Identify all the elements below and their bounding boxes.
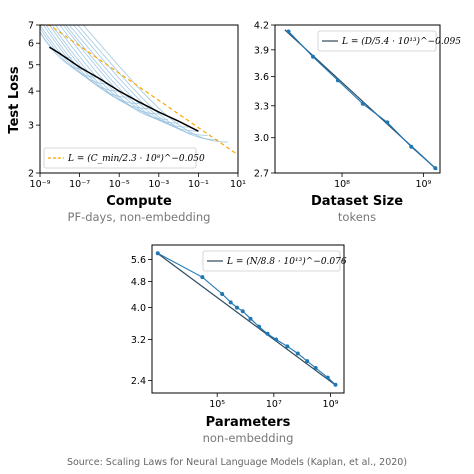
training-curve	[43, 24, 120, 92]
x-tick-label: 10⁻⁷	[69, 179, 90, 190]
y-tick-label: 3	[28, 121, 34, 132]
data-point	[305, 359, 310, 364]
data-point	[220, 291, 225, 296]
y-tick-label: 4	[28, 87, 34, 98]
compute-legend: L = (C_min/2.3 · 10⁸)^−0.050	[43, 147, 205, 169]
x-tick-label: 10⁵	[209, 399, 225, 410]
ylabel-test-loss: Test Loss	[7, 66, 22, 133]
source-caption: Source: Scaling Laws for Neural Language…	[67, 457, 407, 468]
xlabel-parameters: Parameters	[206, 415, 291, 430]
compute-axes-frame	[39, 24, 239, 174]
data-point	[285, 344, 290, 349]
frontier-path	[49, 46, 199, 132]
x-tick-label: 10⁻³	[148, 179, 169, 190]
data-point	[360, 101, 365, 106]
dataset-legend-label: L = (D/5.4 · 10¹³)^−0.095	[341, 36, 461, 47]
data-point	[295, 351, 300, 356]
y-tick-label: 7	[28, 21, 34, 32]
y-tick-label: 3.0	[254, 133, 269, 144]
parameters-axes-frame	[151, 244, 345, 394]
y-tick-label: 6	[28, 39, 34, 50]
data-point	[234, 305, 239, 310]
training-curve	[51, 24, 149, 110]
training-curve	[77, 24, 219, 141]
dataset-xticks: 10⁸ 10⁹	[334, 173, 432, 190]
x-tick-label: 10⁸	[334, 179, 350, 190]
data-path	[157, 252, 336, 386]
compute-panel: Test Loss 10⁻⁹ 10⁻⁷ 10⁻⁵ 10⁻³ 10⁻¹ 10¹ 2 3 4 5 6 7…	[7, 21, 246, 225]
data-point	[257, 324, 262, 329]
xlabel-compute: Compute	[106, 194, 172, 209]
dataset-panel: 10⁸ 10⁹ 2.7 3.0 3.3 3.6 3.9 4.2 L = (D/5.4 · 1…	[254, 21, 461, 225]
data-point	[200, 275, 205, 280]
compute-legend-box	[43, 147, 197, 169]
y-tick-label: 4.2	[254, 21, 269, 32]
compute-xticks: 10⁻⁹ 10⁻⁷ 10⁻⁵ 10⁻³ 10⁻¹ 10¹	[30, 173, 246, 190]
data-point	[155, 251, 160, 256]
y-tick-label: 5.6	[131, 255, 146, 266]
x-tick-label: 10⁻⁹	[30, 179, 51, 190]
training-curve	[39, 24, 98, 78]
data-point	[248, 316, 253, 321]
data-point	[228, 300, 233, 305]
parameters-legend-box	[202, 250, 341, 272]
y-tick-label: 4.0	[131, 303, 146, 314]
parameters-subtitle: non-embedding	[203, 431, 294, 445]
y-tick-label: 2.7	[254, 169, 269, 180]
data-point	[265, 331, 270, 336]
fit-dashed-line	[40, 24, 239, 156]
x-tick-label: 10⁹	[323, 399, 339, 410]
y-tick-label: 2.4	[131, 376, 146, 387]
dataset-yticks: 2.7 3.0 3.3 3.6 3.9 4.2	[254, 21, 275, 180]
data-point	[433, 166, 438, 171]
data-point	[333, 382, 338, 387]
x-tick-label: 10⁻¹	[188, 179, 209, 190]
x-tick-label: 10⁻⁵	[109, 179, 130, 190]
training-curve	[82, 24, 228, 143]
x-tick-label: 10⁷	[266, 399, 282, 410]
data-point	[311, 54, 316, 59]
training-curves	[39, 24, 228, 143]
y-tick-label: 3.2	[131, 335, 146, 346]
data-point	[274, 337, 279, 342]
data-point	[325, 375, 330, 380]
y-tick-label: 2	[28, 169, 34, 180]
parameters-legend-label: L = (N/8.8 · 10¹³)^−0.076	[226, 256, 347, 267]
parameters-data-line	[155, 251, 338, 387]
dataset-legend: L = (D/5.4 · 10¹³)^−0.095	[317, 30, 461, 52]
y-tick-label: 3.3	[254, 101, 269, 112]
x-tick-label: 10⁹	[415, 179, 431, 190]
parameters-yticks: 2.4 3.2 4.0 4.8 5.6	[131, 255, 152, 387]
data-point	[385, 120, 390, 125]
y-tick-label: 3.6	[254, 72, 269, 83]
compute-yticks: 2 3 4 5 6 7	[28, 21, 40, 180]
y-tick-label: 3.9	[254, 45, 269, 56]
training-curve	[39, 24, 109, 85]
fit-line	[156, 252, 337, 386]
data-point	[409, 144, 414, 149]
y-tick-label: 5	[28, 60, 34, 71]
xlabel-dataset-size: Dataset Size	[311, 194, 403, 209]
frontier-line	[49, 46, 199, 132]
data-point	[313, 366, 318, 371]
dataset-legend-box	[317, 30, 437, 52]
compute-subtitle: PF-days, non-embedding	[68, 210, 211, 224]
dataset-subtitle: tokens	[338, 210, 376, 224]
fit-dashed-path	[40, 24, 239, 156]
compute-legend-label: L = (C_min/2.3 · 10⁸)^−0.050	[67, 153, 205, 164]
y-tick-label: 4.8	[131, 277, 146, 288]
parameters-panel: 10⁵ 10⁷ 10⁹ 2.4 3.2 4.0 4.8 5.6 L = (N/8.8 · 1…	[131, 244, 347, 445]
data-point	[335, 78, 340, 83]
parameters-legend: L = (N/8.8 · 10¹³)^−0.076	[202, 250, 347, 272]
x-tick-label: 10¹	[230, 179, 246, 190]
data-point	[240, 309, 245, 314]
data-point	[286, 29, 291, 34]
dataset-axes-frame	[274, 24, 441, 174]
parameters-xticks: 10⁵ 10⁷ 10⁹	[209, 393, 339, 410]
training-curve	[73, 24, 208, 136]
dataset-data-line	[284, 29, 438, 171]
